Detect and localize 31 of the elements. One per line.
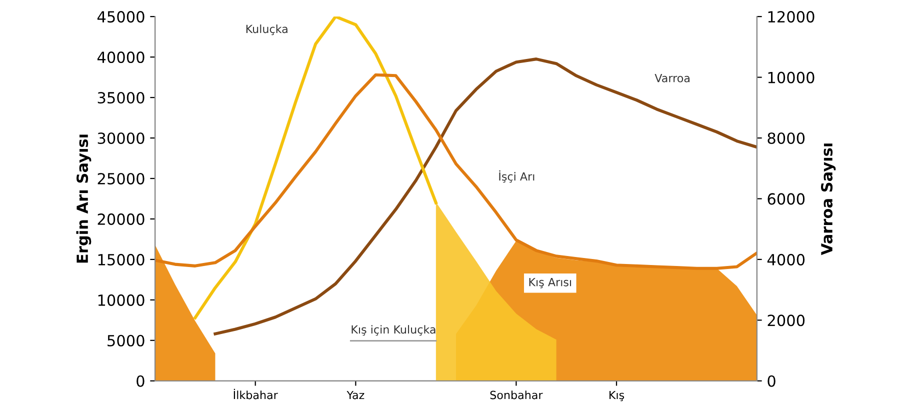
y2-tick-label: 10000	[768, 72, 814, 84]
y2-tick-label: 12000	[768, 11, 814, 23]
y-tick-label: 30000	[98, 132, 144, 144]
text: Varroa	[654, 74, 690, 82]
y2-tick-label: 2000	[768, 314, 805, 326]
line-series	[214, 58, 757, 336]
y-tick-label: 35000	[98, 92, 144, 104]
series-label: Kış için Kuluçka	[352, 325, 436, 336]
y-tick-label: 45000	[97, 11, 144, 23]
text: Kuluçka	[246, 24, 288, 36]
y-tick-label: 40000	[97, 52, 144, 64]
y-axis-title: Ergin Arı Sayısı	[76, 134, 92, 263]
line-series	[194, 16, 438, 320]
y-tick-label: 10000	[98, 294, 144, 306]
x-tick-label: Sonbahar	[490, 390, 543, 400]
x-tick-label: İlkbahar	[234, 388, 278, 400]
y-tick-label: 15000	[98, 254, 144, 266]
y2-tick-label: 0	[768, 375, 776, 387]
series-label: İşçi Arı	[499, 170, 534, 183]
x-tick-label: Kış	[610, 390, 624, 402]
y-tick-label: 25000	[98, 172, 144, 184]
y2-axis-title: Varroa Sayısı	[820, 144, 836, 256]
y2-tick-label: 6000	[768, 193, 805, 205]
line-series	[155, 73, 757, 270]
y2-tick-label: 4000	[767, 254, 805, 266]
series-label: Kış Arısı	[529, 278, 572, 288]
y-tick-label: 5000	[108, 334, 144, 346]
x-tick-label: Yaz	[346, 390, 364, 400]
y-tick-label: 0	[136, 375, 144, 387]
y-tick-label: 20000	[98, 213, 144, 225]
y2-tick-label: 8000	[768, 132, 805, 144]
